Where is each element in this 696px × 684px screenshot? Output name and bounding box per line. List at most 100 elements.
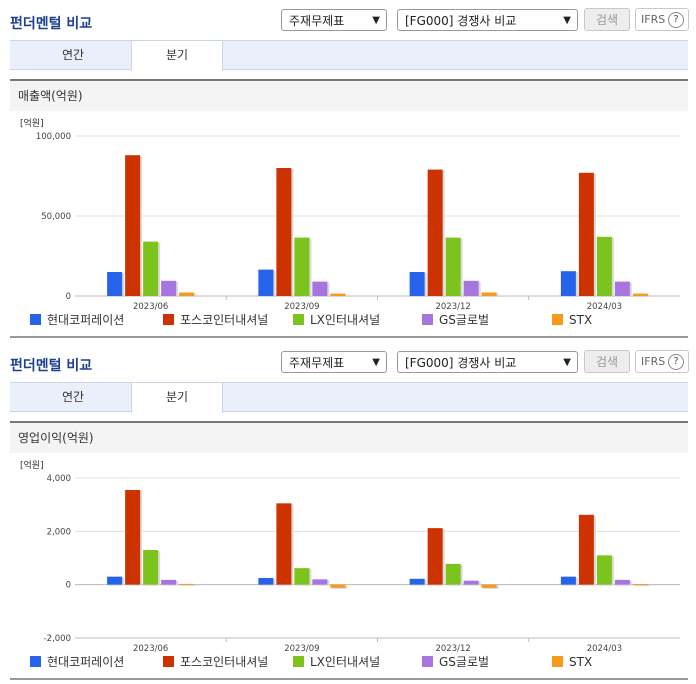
section-divider [10,678,688,680]
x-tick-label: 2024/03 [587,644,622,654]
x-tick-label: 2023/06 [133,644,168,654]
item-select[interactable]: 주재무제표 ▼ [281,9,387,31]
legend-item[interactable]: LX인터내셔널 [293,312,380,328]
chevron-down-icon: ▼ [563,15,571,26]
y-tick-label: 0 [66,581,71,591]
legend-item[interactable]: 현대코퍼레이션 [30,654,124,670]
section-title: 펀더멘털 비교 [10,16,93,32]
section-divider [10,336,688,338]
bar [614,579,630,585]
legend-label: LX인터내셔널 [310,313,381,327]
bar [161,579,177,585]
bar [107,272,123,296]
legend-item[interactable]: LX인터내셔널 [293,654,380,670]
bar [409,578,425,585]
legend-item[interactable]: 현대코퍼레이션 [30,312,124,328]
bar [179,583,195,585]
bar [179,292,195,296]
bar [258,269,274,296]
legend-swatch [30,656,41,667]
legend-label: 현대코퍼레이션 [47,313,125,327]
chevron-down-icon: ▼ [372,15,380,26]
bar [312,579,328,585]
bar [294,568,310,585]
bar [409,272,425,296]
ifrs-button[interactable]: IFRS? [635,350,689,373]
bar [578,172,594,296]
help-icon[interactable]: ? [668,12,684,28]
legend-item[interactable]: STX [552,654,592,670]
item-select[interactable]: 주재무제표 ▼ [281,351,387,373]
legend-swatch [293,314,304,325]
bar [427,169,443,296]
y-tick-label: 2,000 [47,527,71,537]
bar [481,292,497,296]
chevron-down-icon: ▼ [563,357,571,368]
compare-select[interactable]: [FG000] 경쟁사 비교 ▼ [397,351,578,373]
y-tick-label: -2,000 [44,634,71,644]
legend-label: 현대코퍼레이션 [47,655,125,669]
section-title: 펀더멘털 비교 [10,358,93,374]
bar-chart: [억원] -2,000 0 2,000 4,000 2023/06 2023/09 2023/… [20,459,680,654]
tab-annual[interactable]: 연간 [61,390,85,404]
help-icon[interactable]: ? [668,354,684,370]
bar [143,550,159,585]
y-unit-label: [억원] [20,117,44,129]
legend-label: GS글로벌 [439,655,490,669]
legend-swatch [552,314,563,325]
chevron-down-icon: ▼ [372,357,380,368]
bar [596,555,612,585]
bar [560,271,576,296]
compare-select[interactable]: [FG000] 경쟁사 비교 ▼ [397,9,578,31]
legend-swatch [30,314,41,325]
tab-annual[interactable]: 연간 [61,48,85,62]
ifrs-button[interactable]: IFRS? [635,8,689,31]
legend-swatch [293,656,304,667]
bar [276,503,292,585]
bar-shadow [181,584,197,586]
y-tick-label: 4,000 [47,474,71,484]
y-tick-label: 100,000 [36,132,71,142]
bar [614,281,630,296]
bar [463,580,479,585]
fundamental-section-operating-profit: 펀더멘털 비교 주재무제표 ▼ [FG000] 경쟁사 비교 ▼ 검색 IFRS? … [0,342,696,684]
x-tick-label: 2024/03 [587,302,622,312]
legend-label: 포스코인터내셔널 [180,313,269,327]
legend-label: STX [569,313,593,327]
bar-shadow [634,585,650,587]
bar [445,563,461,585]
x-tick-label: 2023/12 [435,302,470,312]
bar [330,584,346,588]
legend-item[interactable]: GS글로벌 [422,654,489,670]
bar [596,236,612,296]
legend-item[interactable]: GS글로벌 [422,312,489,328]
legend-label: 포스코인터내셔널 [180,655,269,669]
legend-swatch [422,656,433,667]
chart-title: 매출액(억원) [10,79,688,111]
bar [560,576,576,585]
x-tick-label: 2023/09 [284,644,319,654]
legend-item[interactable]: STX [552,312,592,328]
legend-item[interactable]: 포스코인터내셔널 [163,312,268,328]
y-unit-label: [억원] [20,459,44,471]
legend-swatch [163,314,174,325]
tab-quarterly[interactable]: 분기 [131,40,223,71]
y-tick-label: 50,000 [41,212,71,222]
period-tabs: 연간 분기 [10,382,688,413]
bar [312,281,328,296]
legend-item[interactable]: 포스코인터내셔널 [163,654,268,670]
bar [125,490,141,585]
search-button[interactable]: 검색 [584,350,630,373]
search-button[interactable]: 검색 [584,8,630,31]
bar [632,584,648,586]
bar [463,280,479,296]
legend-label: STX [569,655,593,669]
legend-label: LX인터내셔널 [310,655,381,669]
legend-label: GS글로벌 [439,313,490,327]
x-tick-label: 2023/12 [435,644,470,654]
bar [294,237,310,296]
x-tick-label: 2023/09 [284,302,319,312]
bar [578,514,594,585]
tab-quarterly[interactable]: 분기 [131,382,223,413]
bar [143,241,159,296]
